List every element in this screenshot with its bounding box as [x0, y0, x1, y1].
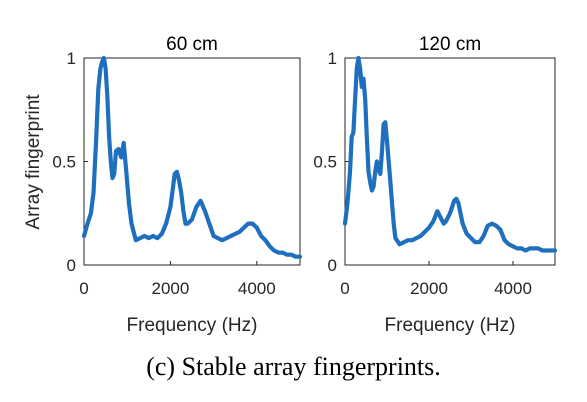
- x-tick-label: 4000: [494, 279, 532, 298]
- x-tick-label: 2000: [151, 279, 189, 298]
- tick-group: 0 2000 4000 0 0.5 1: [313, 49, 532, 298]
- y-tick-label: 1: [67, 49, 76, 68]
- series-line: [84, 58, 300, 257]
- y-tick-label: 0.5: [313, 153, 337, 172]
- figure-caption: (c) Stable array fingerprints.: [0, 352, 587, 382]
- y-tick-label: 0.5: [52, 153, 76, 172]
- tick-group: 0 2000 4000 0 0.5 1: [52, 49, 275, 298]
- x-axis-label: Frequency (Hz): [385, 315, 516, 336]
- y-tick-label: 0: [67, 256, 76, 275]
- x-tick-label: 0: [79, 279, 88, 298]
- series-line: [345, 58, 555, 251]
- panel-title: 120 cm: [419, 34, 481, 55]
- y-tick-label: 1: [328, 49, 337, 68]
- y-tick-label: 0: [328, 256, 337, 275]
- panel-title: 60 cm: [166, 34, 218, 55]
- panel-120cm: 120 cm 0 2000 4000 0 0.5 1 Frequency (Hz): [313, 34, 555, 336]
- x-axis-label: Frequency (Hz): [127, 315, 258, 336]
- y-axis-label: Array fingerprint: [23, 94, 44, 230]
- x-tick-label: 0: [340, 279, 349, 298]
- x-tick-label: 2000: [410, 279, 448, 298]
- x-tick-label: 4000: [238, 279, 276, 298]
- panel-60cm: 60 cm 0 2000 4000 0 0.5 1 Frequency (Hz) Arra…: [23, 34, 300, 336]
